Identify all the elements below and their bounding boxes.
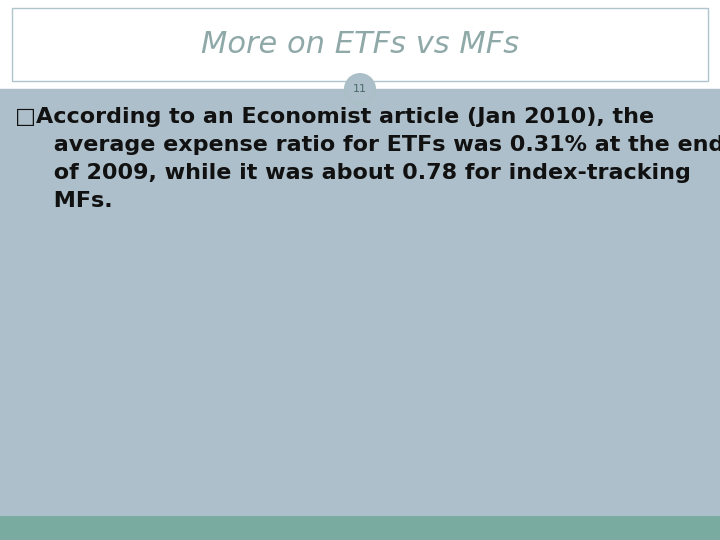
Text: More on ETFs vs MFs: More on ETFs vs MFs (201, 30, 519, 59)
Circle shape (347, 76, 373, 102)
Bar (0, 0, 720, 89)
Text: MFs.: MFs. (15, 191, 112, 211)
Text: 11: 11 (353, 84, 367, 94)
Bar (0, 516, 720, 540)
Circle shape (345, 74, 375, 104)
Text: average expense ratio for ETFs was 0.31% at the end: average expense ratio for ETFs was 0.31%… (15, 135, 720, 155)
Text: of 2009, while it was about 0.78 for index-tracking: of 2009, while it was about 0.78 for ind… (15, 163, 691, 183)
Text: □According to an Economist article (Jan 2010), the: □According to an Economist article (Jan … (15, 107, 654, 127)
